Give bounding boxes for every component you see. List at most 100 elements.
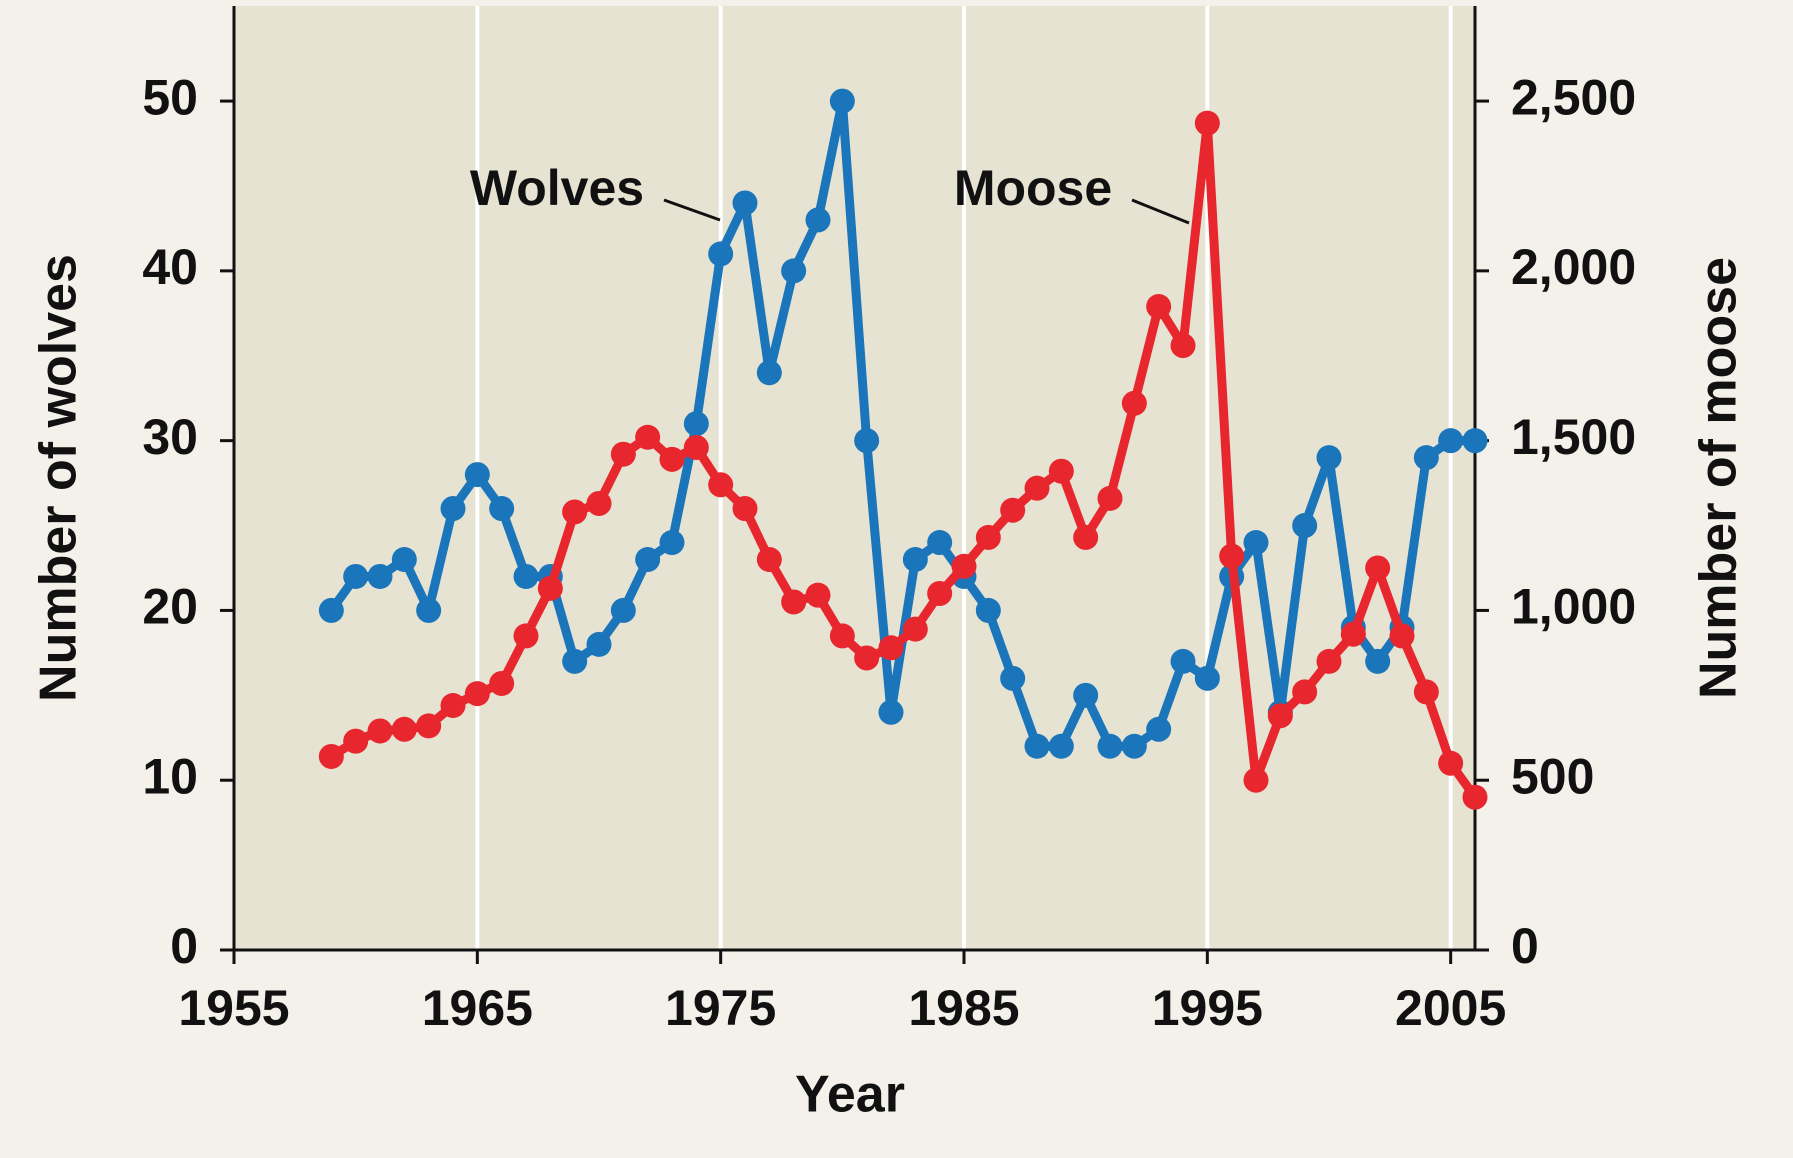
data-point [1462,428,1488,454]
data-point [1438,428,1464,454]
data-point [367,718,393,744]
data-point [732,190,758,216]
y-tick-label: 20 [142,579,198,635]
data-point [951,553,977,579]
annotation-leader [1131,198,1190,225]
data-point [1243,530,1269,556]
data-point [756,360,782,386]
y-tick-label: 10 [142,748,198,804]
data-point [1073,682,1099,708]
x-tick-label: 1995 [1152,980,1263,1036]
data-point [829,623,855,649]
data-point [1194,665,1220,691]
x-tick-label: 1985 [908,980,1019,1036]
data-point [1316,648,1342,674]
data-point [343,563,369,589]
data-point [659,530,685,556]
series-label: Wolves [470,160,644,216]
data-point [513,623,539,649]
data-point [586,631,612,657]
data-point [732,496,758,522]
data-point [367,563,393,589]
y-tick-label: 50 [142,69,198,125]
data-point [756,546,782,572]
data-point [1097,485,1123,511]
data-point [902,616,928,642]
y-tick-label: 40 [142,239,198,295]
data-point [1413,445,1439,471]
data-point [781,589,807,615]
series-label: Moose [954,160,1112,216]
data-point [586,490,612,516]
data-point [1267,703,1293,729]
data-point [464,462,490,488]
data-point [489,670,515,696]
data-point [781,258,807,284]
data-point [440,496,466,522]
data-point [1121,733,1147,759]
data-point [1073,524,1099,550]
data-point [1170,648,1196,674]
data-point [1000,497,1026,523]
data-point [1316,445,1342,471]
data-point [1121,390,1147,416]
data-point [391,716,417,742]
data-point [1000,665,1026,691]
data-point [610,597,636,623]
x-tick-label: 1955 [178,980,289,1036]
data-point [1024,733,1050,759]
data-point [854,428,880,454]
data-point [537,575,563,601]
data-point [854,645,880,671]
x-axis-label: Year [795,1066,905,1124]
x-tick-label: 1965 [422,980,533,1036]
x-tick-label: 1975 [665,980,776,1036]
data-point [975,524,1001,550]
y2-tick-label: 1,500 [1511,409,1636,465]
data-point [1170,333,1196,359]
y2-axis-label: Number of moose [1690,257,1748,699]
data-point [464,681,490,707]
plot-area [234,6,1475,950]
data-point [1146,294,1172,320]
data-point [1146,716,1172,742]
y2-tick-label: 1,000 [1511,579,1636,635]
y2-tick-label: 2,500 [1511,69,1636,125]
x-tick-label: 2005 [1395,980,1506,1036]
data-point [318,597,344,623]
y2-tick-label: 500 [1511,748,1594,804]
data-point [683,434,709,460]
y2-tick-label: 2,000 [1511,239,1636,295]
data-point [1462,784,1488,810]
data-point [1024,475,1050,501]
data-point [878,699,904,725]
data-point [1438,750,1464,776]
data-point [489,496,515,522]
data-point [805,582,831,608]
data-point [1413,679,1439,705]
data-point [1048,733,1074,759]
data-point [1365,555,1391,581]
data-point [1243,767,1269,793]
data-point [610,441,636,467]
data-point [343,728,369,754]
data-point [1365,648,1391,674]
data-point [902,546,928,572]
data-point [1048,458,1074,484]
data-point [513,563,539,589]
data-point [1292,679,1318,705]
data-point [1194,110,1220,136]
annotation-leader [663,198,721,222]
data-point [927,580,953,606]
y2-tick-label: 0 [1511,918,1539,974]
data-point [659,446,685,472]
data-point [562,499,588,525]
data-point [416,713,442,739]
data-point [805,207,831,233]
data-point [391,546,417,572]
data-point [975,597,1001,623]
data-point [1219,543,1245,569]
data-point [708,241,734,267]
data-point [683,411,709,437]
